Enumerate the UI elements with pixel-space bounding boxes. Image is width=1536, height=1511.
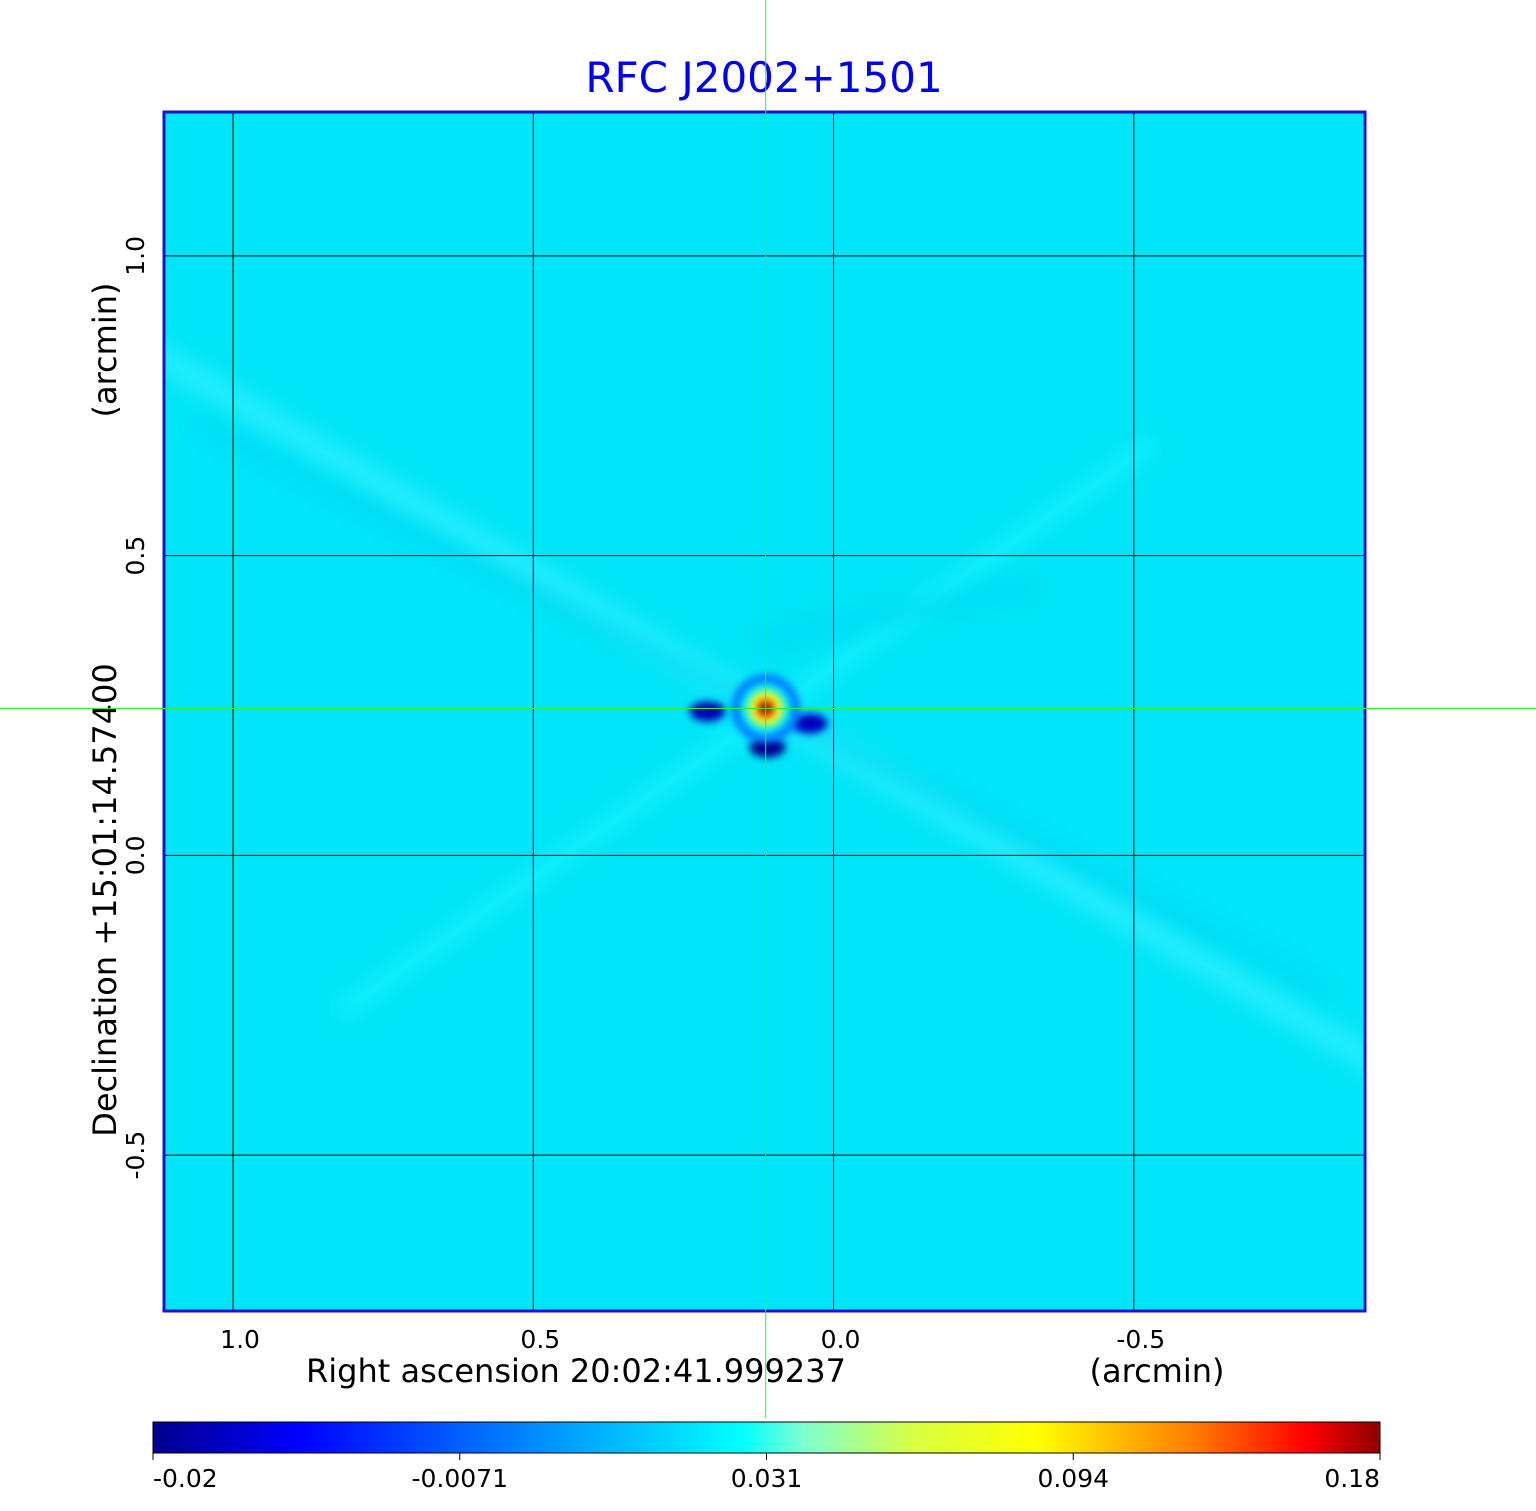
crosshair [0, 0, 1536, 1418]
x-axis-unit: (arcmin) [1090, 1352, 1225, 1390]
x-tick-labels: 1.0 0.5 0.0 -0.5 [220, 1325, 1165, 1354]
colorbar-tick-label: -0.0071 [412, 1464, 509, 1493]
colorbar-tick-label: -0.02 [153, 1464, 218, 1493]
negative-lobe [791, 713, 828, 734]
heatmap-field [164, 112, 1365, 1311]
negative-lobe [689, 701, 726, 722]
y-tick-label: -0.5 [121, 1131, 150, 1180]
y-axis-label: Declination +15:01:14.57400 [86, 663, 124, 1137]
y-tick-label: 0.0 [121, 835, 150, 875]
x-axis-label: Right ascension 20:02:41.999237 [306, 1352, 846, 1390]
y-tick-labels: 1.0 0.5 0.0 -0.5 [121, 236, 150, 1180]
plot-frame [162, 110, 1367, 1313]
sidelobe-streak [756, 579, 1035, 648]
colorbar-tick-labels: -0.02 -0.0071 0.031 0.094 0.18 [152, 1453, 1381, 1493]
colorbar-tick-label: 0.18 [1324, 1464, 1380, 1493]
x-tick-label: 0.0 [821, 1325, 861, 1354]
y-axis-unit: (arcmin) [86, 283, 124, 418]
colorbar-tick-label: 0.031 [731, 1464, 803, 1493]
grid-lines [164, 112, 1365, 1311]
colorbar-tick-label: 0.094 [1037, 1464, 1109, 1493]
chart-title: RFC J2002+1501 [585, 53, 942, 102]
x-tick-label: -0.5 [1116, 1325, 1165, 1354]
y-tick-label: 0.5 [121, 536, 150, 576]
colorbar [152, 1421, 1381, 1454]
x-tick-label: 0.5 [520, 1325, 560, 1354]
y-tick-label: 1.0 [121, 236, 150, 276]
x-tick-label: 1.0 [220, 1325, 260, 1354]
negative-lobe [749, 737, 786, 758]
